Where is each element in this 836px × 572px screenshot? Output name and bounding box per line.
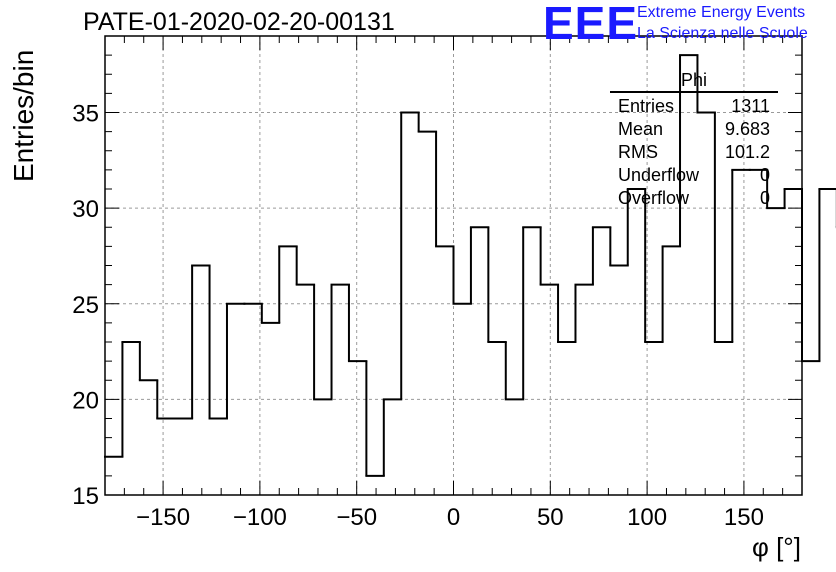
x-tick-label: −100 (233, 504, 287, 531)
stats-value: 1311 (731, 96, 770, 116)
stats-row-entries: Entries 1311 (610, 95, 778, 118)
stats-value: 9.683 (724, 119, 770, 139)
stats-box: Phi Entries 1311 Mean 9.683 RMS 101.2 Un… (610, 70, 778, 210)
stats-row-underflow: Underflow 0 (610, 164, 778, 187)
y-axis-label: Entries/bin (8, 49, 39, 182)
stats-label: Mean (618, 119, 664, 139)
stats-box-name: Phi (680, 70, 707, 90)
plot-title: PATE-01-2020-02-20-00131 (83, 8, 395, 36)
stats-box-divider (610, 91, 778, 93)
x-tick-label: 50 (537, 504, 564, 531)
stats-row-mean: Mean 9.683 (610, 118, 778, 141)
stats-value: 0 (759, 165, 770, 185)
x-axis-label: φ [°] (752, 532, 801, 562)
stats-value: 101.2 (724, 142, 770, 162)
y-tick-label: 20 (72, 387, 99, 414)
logo-subtitle-1: Extreme Energy Events (637, 4, 806, 21)
y-tick-label: 15 (72, 483, 99, 510)
stats-label: Entries (618, 96, 675, 116)
stats-label: RMS (618, 142, 658, 162)
stats-row-rms: RMS 101.2 (610, 141, 778, 164)
logo-subtitle-2: La Scienza nelle Scuole (637, 25, 808, 42)
y-tick-label: 25 (72, 292, 99, 319)
y-tick-label: 35 (72, 101, 99, 128)
x-tick-label: −50 (336, 504, 377, 531)
stats-value: 0 (759, 188, 770, 208)
stats-label: Underflow (618, 165, 700, 185)
x-tick-label: −150 (136, 504, 190, 531)
x-tick-label: 150 (724, 504, 764, 531)
x-tick-label: 0 (447, 504, 460, 531)
stats-row-overflow: Overflow 0 (610, 187, 778, 210)
x-tick-label: 100 (627, 504, 667, 531)
eee-logo: EEE (543, 0, 639, 49)
y-tick-label: 30 (72, 196, 99, 223)
stats-label: Overflow (618, 188, 690, 208)
